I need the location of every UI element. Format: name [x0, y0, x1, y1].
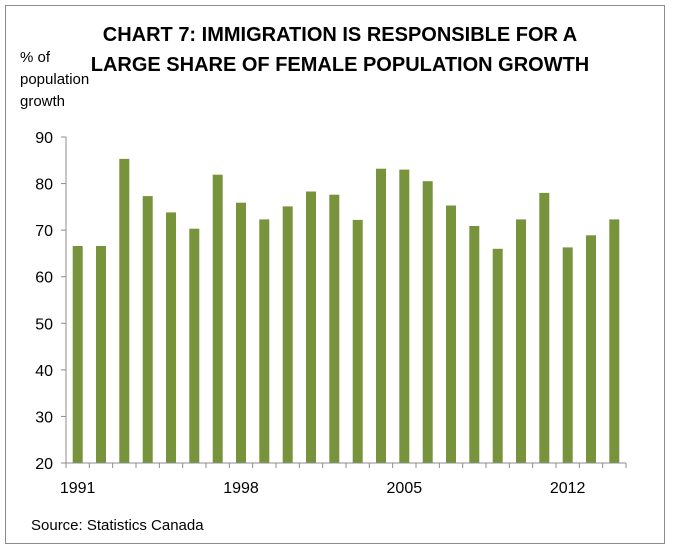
- y-tick-label: 90: [35, 130, 53, 147]
- y-axis-label: % of population growth: [20, 49, 90, 110]
- x-tick-label: 1998: [223, 480, 259, 497]
- axes-group: 20 30 40 50 60 70 80 90 1991 1998 2005 2012: [35, 130, 627, 497]
- bar-2004: [376, 168, 386, 463]
- y-tick-label: 70: [35, 223, 53, 240]
- bar-1997: [212, 174, 223, 463]
- x-tick-label: 1991: [60, 480, 96, 497]
- bar-2003: [352, 219, 363, 463]
- bar-2010: [516, 219, 526, 463]
- bar-1995: [166, 212, 176, 463]
- bar-2002: [329, 194, 340, 463]
- bar-1991: [72, 246, 83, 463]
- bar-2007: [446, 205, 456, 463]
- bar-2001: [306, 191, 316, 463]
- bar-1998: [236, 202, 246, 463]
- bar-1993: [119, 158, 130, 463]
- y-tick-label: 40: [35, 363, 53, 380]
- bar-2011: [539, 192, 550, 463]
- bar-2013: [586, 235, 596, 463]
- y-tick-label: 50: [35, 316, 53, 333]
- bar-1992: [96, 246, 106, 463]
- y-tick-label: 60: [35, 270, 53, 287]
- bar-2005: [399, 169, 410, 463]
- bar-1999: [259, 219, 270, 463]
- bar-2000: [282, 206, 293, 463]
- bar-2012: [562, 247, 573, 463]
- x-tick-label: 2012: [550, 480, 586, 497]
- bar-1994: [142, 196, 153, 463]
- bar-2006: [422, 181, 433, 463]
- bar-2014: [609, 219, 620, 463]
- y-tick-label: 80: [35, 177, 53, 194]
- bars-group: [72, 158, 620, 463]
- y-tick-label: 20: [35, 456, 53, 473]
- x-tick-label: 2005: [387, 480, 423, 497]
- bar-2008: [469, 226, 480, 463]
- y-tick-label: 30: [35, 409, 53, 426]
- bar-2009: [492, 248, 503, 463]
- chart-title: CHART 7: IMMIGRATION IS RESPONSIBLE FOR …: [90, 24, 590, 76]
- bar-1996: [189, 228, 200, 463]
- source-note: Source: Statistics Canada: [31, 517, 204, 534]
